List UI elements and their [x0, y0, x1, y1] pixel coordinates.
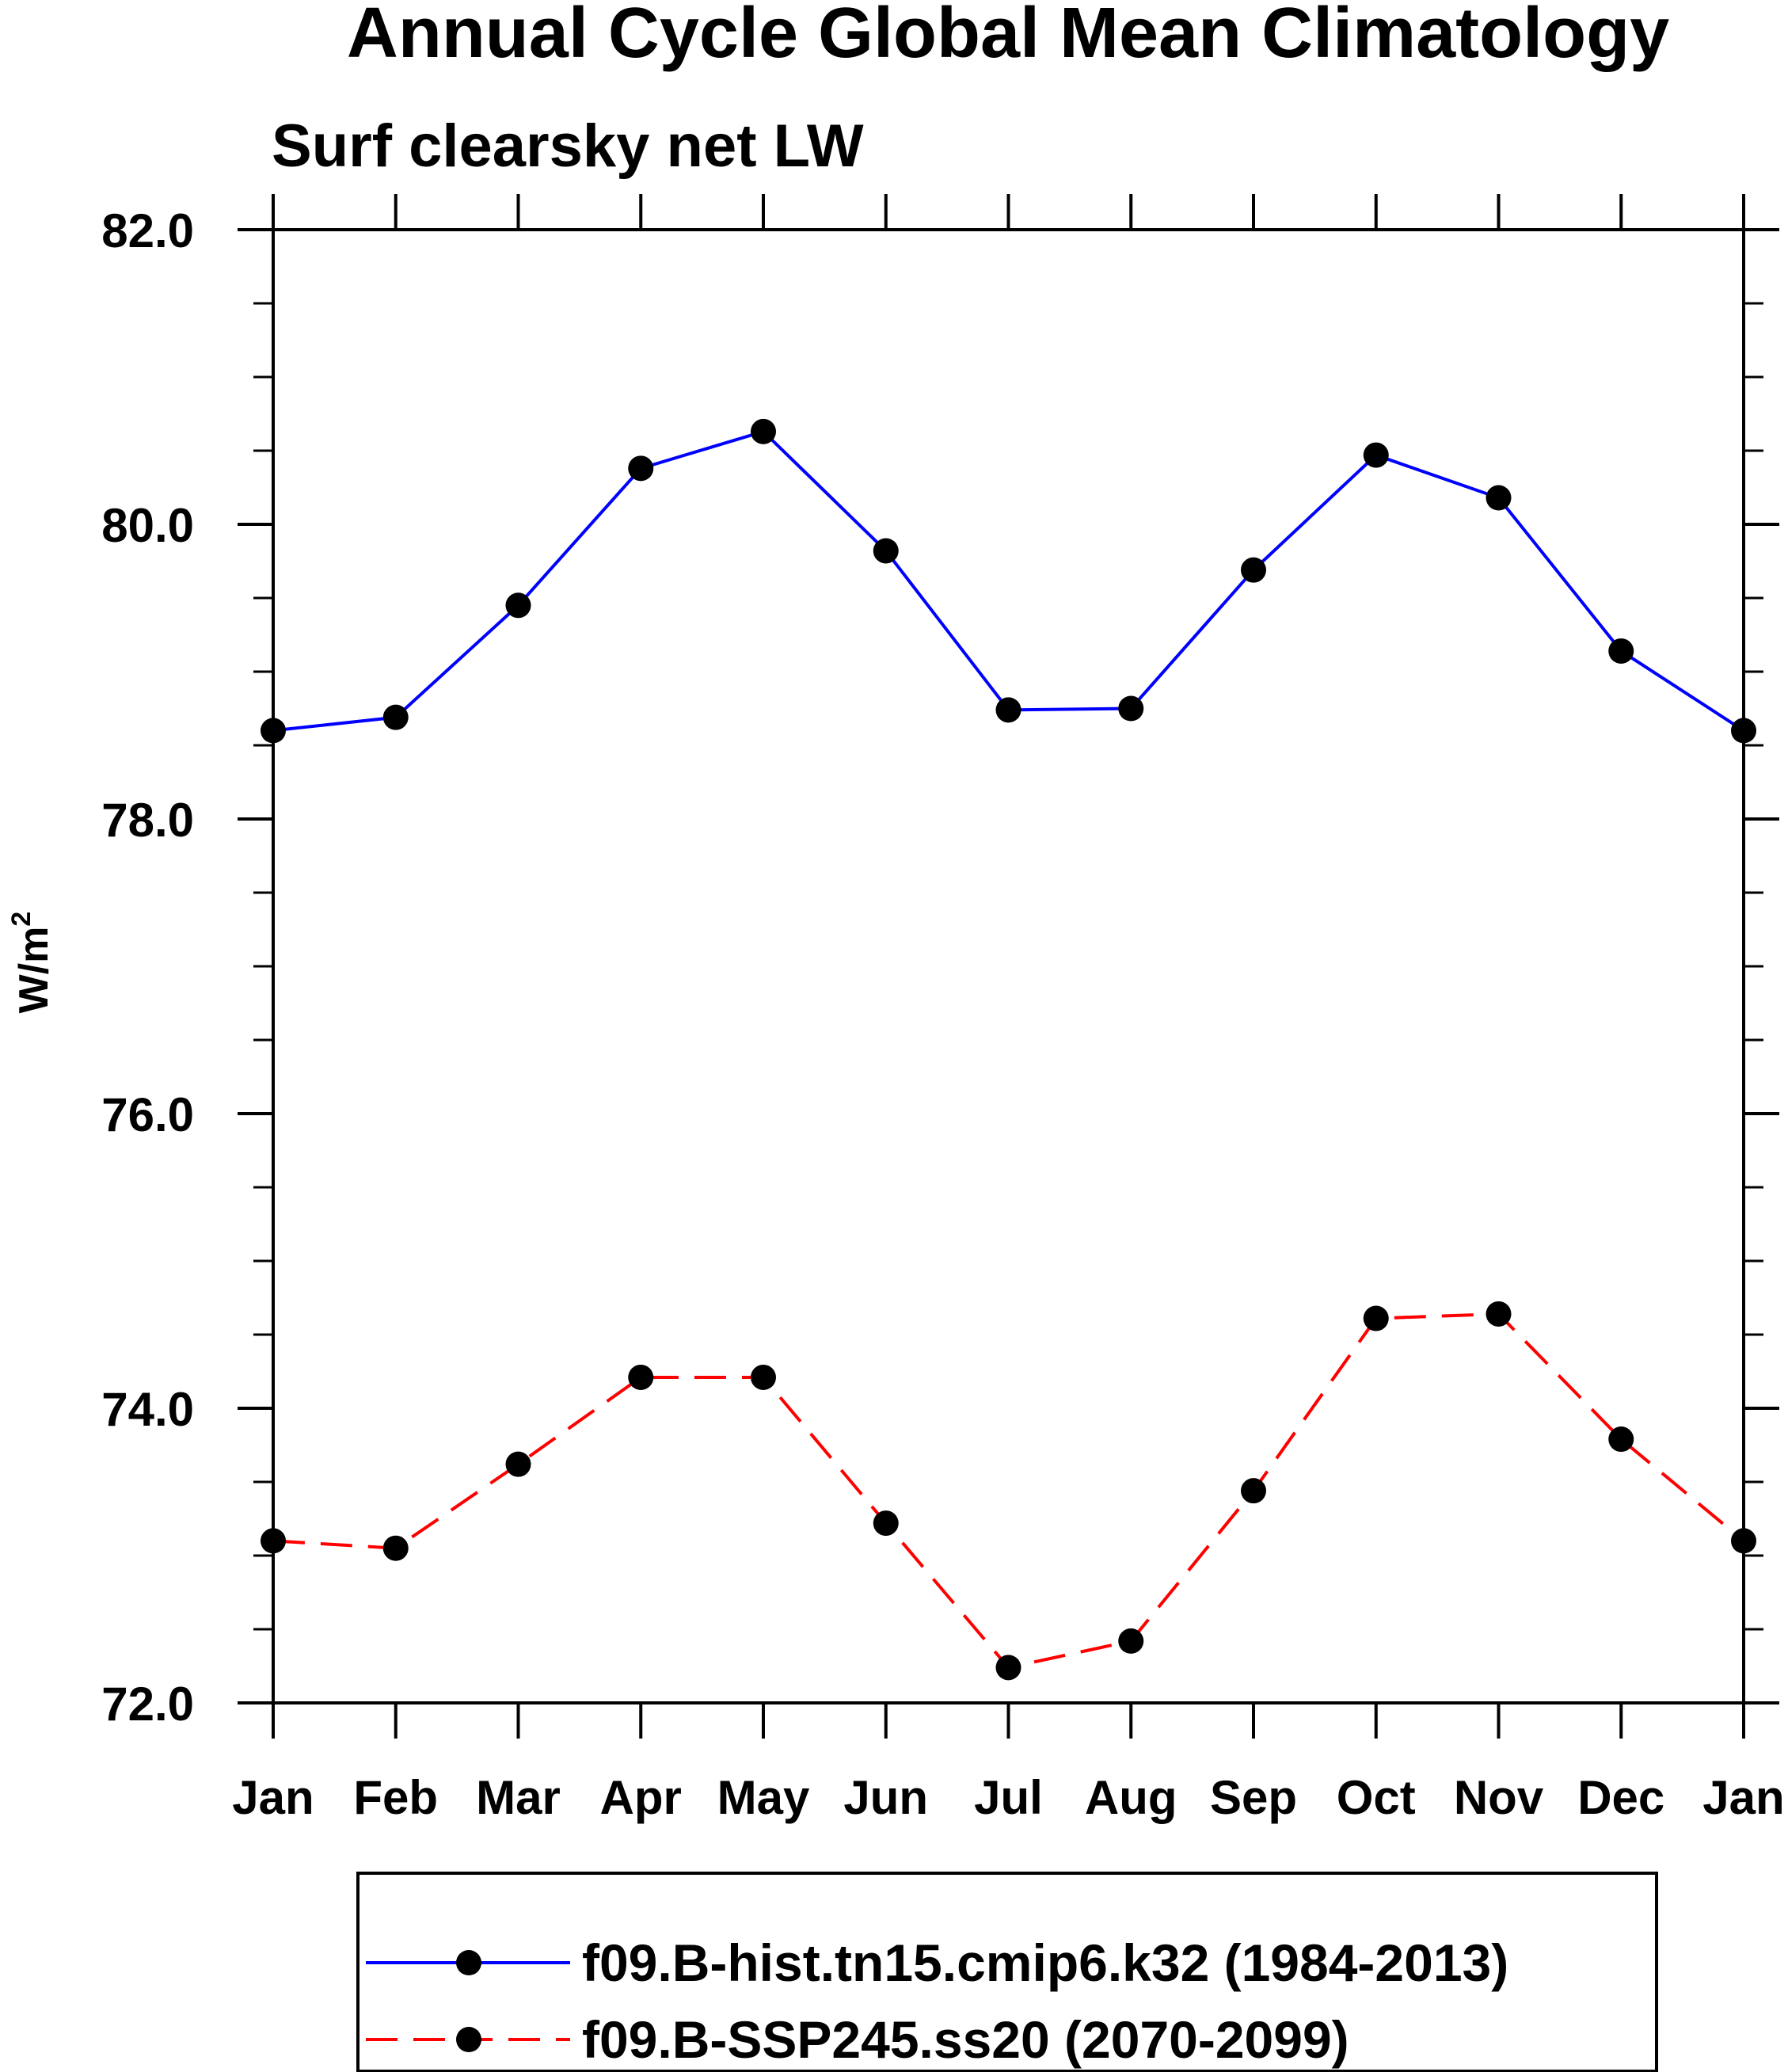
- data-point: [873, 538, 899, 564]
- series-group: [261, 418, 1756, 1681]
- data-point: [1118, 695, 1144, 722]
- x-tick-label: May: [717, 1771, 810, 1824]
- x-tick-label: Jul: [974, 1771, 1043, 1824]
- x-tick-label: Mar: [476, 1771, 561, 1824]
- legend-label-2: f09.B-SSP245.ss20 (2070-2099): [582, 2010, 1349, 2069]
- legend-items: f09.B-hist.tn15.cmip6.k32 (1984-2013) f09…: [366, 1933, 1508, 2069]
- legend-label-1: f09.B-hist.tn15.cmip6.k32 (1984-2013): [582, 1933, 1508, 1992]
- data-point: [1363, 1305, 1389, 1331]
- y-axis-label: W/m2: [6, 912, 57, 1014]
- data-point: [628, 455, 654, 482]
- data-point: [628, 1364, 654, 1390]
- data-point: [1486, 485, 1512, 511]
- data-point: [1486, 1301, 1512, 1327]
- legend: f09.B-hist.tn15.cmip6.k32 (1984-2013) f09…: [356, 1872, 1658, 2072]
- legend-marker-1: [456, 1950, 481, 1975]
- data-point: [1363, 442, 1389, 468]
- data-point: [873, 1510, 899, 1537]
- x-tick-label: Feb: [353, 1771, 438, 1824]
- y-tick-label: 72.0: [101, 1678, 194, 1731]
- legend-box: [356, 1872, 1658, 2072]
- series-line-2: [272, 1312, 1745, 1670]
- data-point: [1241, 557, 1266, 583]
- x-tick-label: Aug: [1085, 1771, 1177, 1824]
- y-tick-label: 82.0: [101, 204, 194, 257]
- x-tick-label: Sep: [1210, 1771, 1297, 1824]
- data-point: [1608, 1426, 1634, 1453]
- x-tick-label: Apr: [600, 1771, 682, 1824]
- x-tick-label: Oct: [1337, 1771, 1416, 1824]
- x-tick-label: Nov: [1454, 1771, 1544, 1824]
- series-line-1: [272, 429, 1745, 733]
- y-axis-label-text: W/m: [11, 927, 57, 1014]
- chart-title: Annual Cycle Global Mean Climatology: [347, 0, 1669, 73]
- data-point: [1608, 638, 1634, 664]
- chart-subtitle: Surf clearsky net LW: [272, 112, 864, 180]
- data-point: [1241, 1478, 1266, 1504]
- x-tick-label: Jan: [232, 1771, 314, 1824]
- data-point: [505, 1451, 531, 1477]
- y-tick-label: 78.0: [101, 794, 194, 847]
- y-tick-label: 76.0: [101, 1088, 194, 1141]
- y-tick-label: 80.0: [101, 499, 194, 552]
- axis-ticks: [238, 194, 1779, 1739]
- y-tick-label: 74.0: [101, 1383, 194, 1436]
- data-point: [751, 418, 776, 444]
- data-point: [382, 704, 409, 730]
- plot-frame: [272, 228, 1745, 1704]
- data-point: [382, 1535, 409, 1561]
- y-axis-label-superscript: 2: [6, 912, 36, 927]
- data-point: [751, 1364, 776, 1390]
- tick-labels: Jan Feb Mar Apr May Jun Jul Aug Sep Oct Nov Dec Jan 7…: [101, 204, 1784, 1824]
- x-tick-label: Jun: [843, 1771, 928, 1824]
- legend-marker-2: [456, 2027, 481, 2052]
- x-tick-label: Dec: [1577, 1771, 1664, 1824]
- data-point: [1118, 1628, 1144, 1654]
- data-point: [505, 592, 531, 619]
- data-point: [995, 697, 1021, 723]
- data-point: [995, 1655, 1021, 1681]
- x-tick-label: Jan: [1702, 1771, 1784, 1824]
